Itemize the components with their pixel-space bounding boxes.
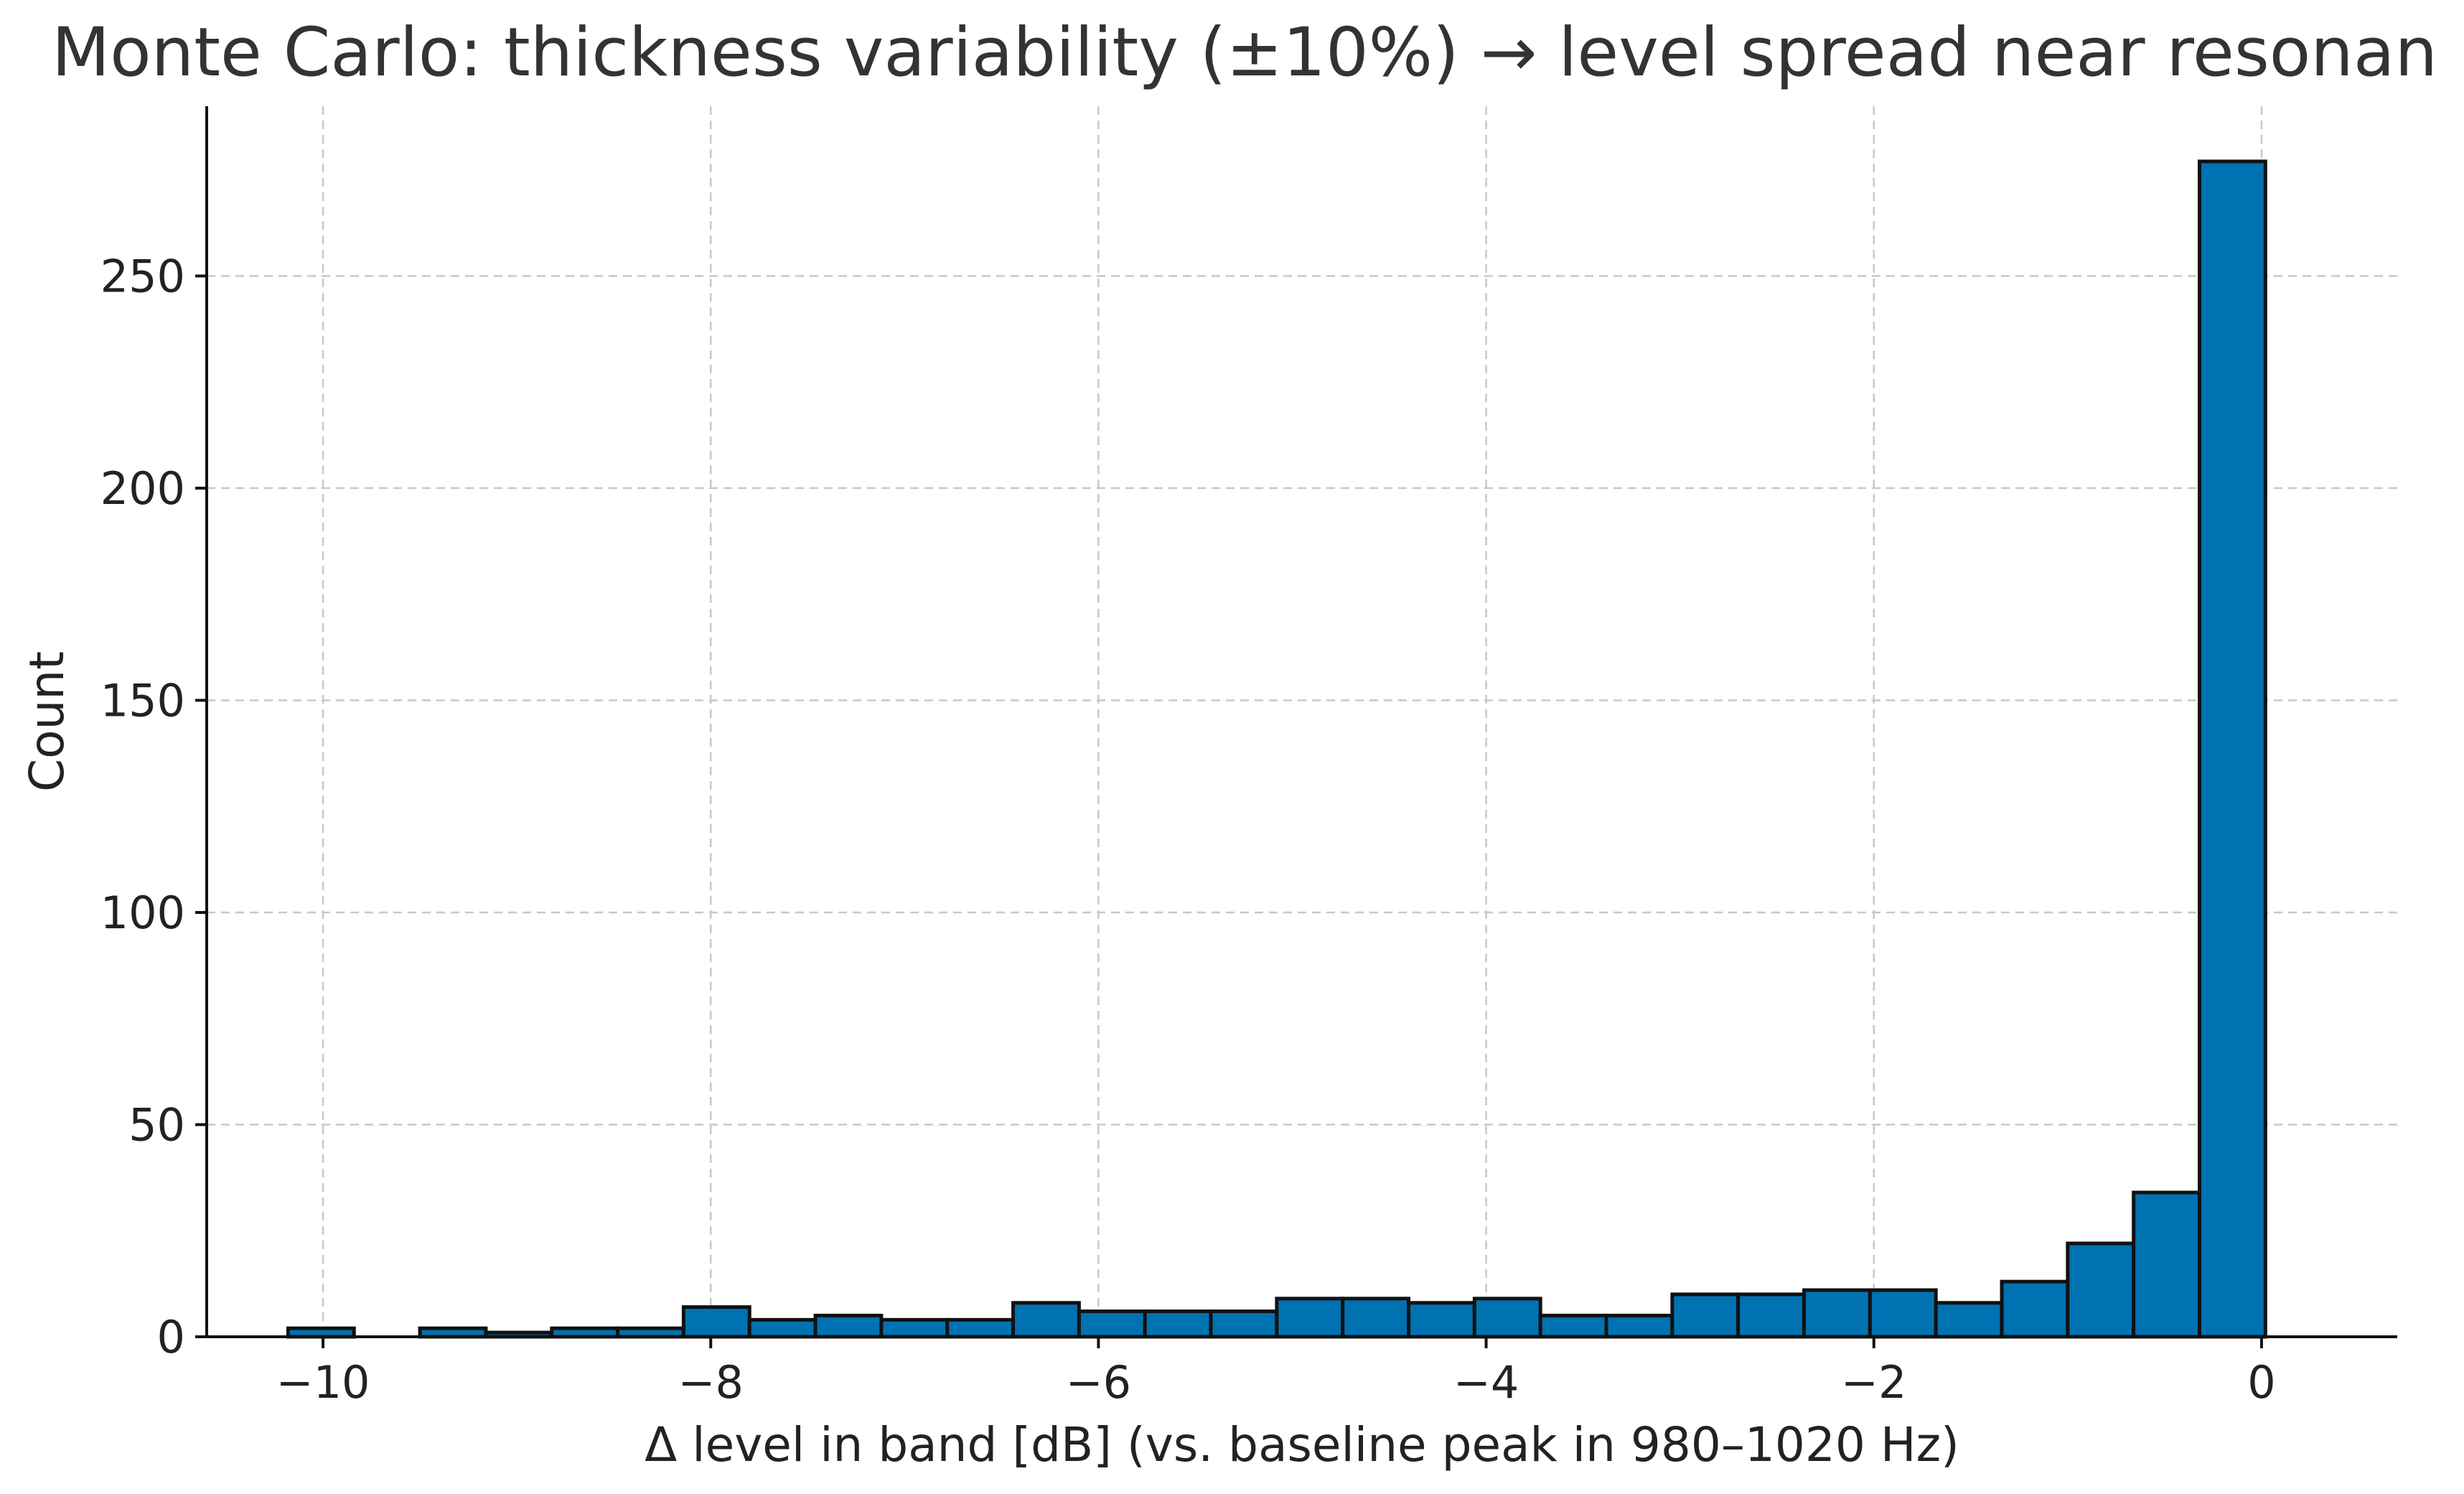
axes [205, 106, 2397, 1338]
histogram-bar [945, 1317, 1016, 1339]
histogram-bar [2066, 1241, 2136, 1339]
histogram-bar [2198, 159, 2267, 1339]
y-axis-ticks: 0 50 100 150 200 250 [100, 250, 207, 1363]
histogram-bar [1472, 1297, 1542, 1339]
y-tick-label: 250 [100, 250, 185, 302]
histogram-bar [1604, 1313, 1674, 1339]
histogram-bar [1011, 1301, 1081, 1339]
y-tick-label: 0 [157, 1311, 185, 1363]
y-tick-label: 200 [100, 462, 185, 515]
histogram-bars [286, 159, 2267, 1339]
histogram-bar [1934, 1301, 2004, 1339]
histogram-bar [1341, 1297, 1411, 1339]
histogram-bar [1538, 1313, 1608, 1339]
y-tick-label: 50 [128, 1098, 185, 1151]
x-axis-label: Δ level in band [dB] (vs. baseline peak … [645, 1417, 1959, 1472]
x-tick-label: −4 [1453, 1356, 1519, 1409]
histogram-bar [1802, 1288, 1872, 1339]
histogram-bar [1077, 1309, 1147, 1339]
grid-lines [207, 106, 2397, 1337]
histogram-bar [2132, 1190, 2202, 1339]
x-tick-label: −8 [678, 1356, 744, 1409]
y-tick-label: 150 [100, 674, 185, 727]
x-tick-label: −6 [1066, 1356, 1131, 1409]
histogram-bar [681, 1305, 751, 1339]
histogram-bar [813, 1313, 884, 1339]
histogram-bar [1407, 1301, 1476, 1339]
histogram-bar [1868, 1288, 1938, 1339]
histogram-bar [1275, 1297, 1345, 1339]
histogram-bar [1209, 1309, 1279, 1339]
y-tick-label: 100 [100, 887, 185, 939]
histogram-bar [2000, 1279, 2070, 1339]
histogram-bar [1670, 1292, 1741, 1339]
chart-title: Monte Carlo: thickness variability (±10%… [52, 14, 2437, 92]
histogram-bar [1736, 1292, 1807, 1339]
x-tick-label: −10 [276, 1356, 370, 1409]
histogram-bar [879, 1317, 950, 1339]
histogram-bar [1143, 1309, 1213, 1339]
x-tick-label: 0 [2247, 1356, 2275, 1409]
histogram-bar [747, 1317, 818, 1339]
y-axis-label: Count [19, 651, 75, 792]
x-tick-label: −2 [1841, 1356, 1906, 1409]
x-axis-ticks: −10 −8 −6 −4 −2 0 [276, 1337, 2276, 1409]
